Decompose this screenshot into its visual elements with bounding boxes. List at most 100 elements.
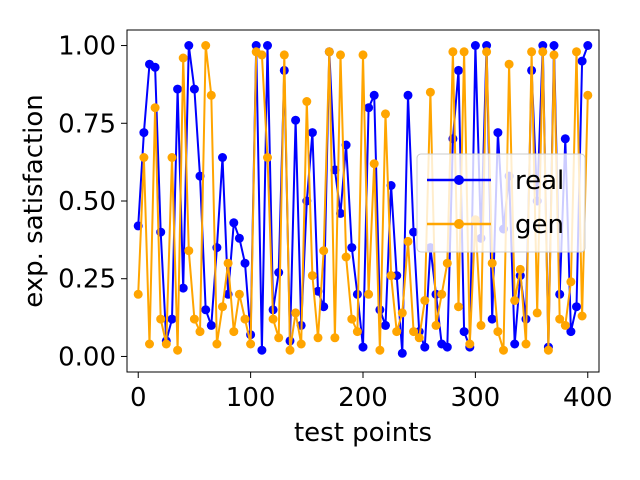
x-tick-label: 400 [563,383,613,413]
data-point-gen [330,333,340,343]
data-point-gen [218,302,227,312]
legend-marker-gen [454,219,464,229]
data-point-gen [195,327,205,337]
legend-label-gen: gen [515,210,564,240]
data-point-gen [454,302,463,312]
data-point-gen [145,339,154,349]
data-point-real [218,153,227,162]
data-point-gen [527,47,537,57]
data-point-gen [307,271,317,281]
data-point-real [538,41,548,50]
data-point-real [167,314,177,324]
data-point-gen [459,47,469,57]
data-point-gen [341,252,351,262]
data-point-gen [240,314,250,324]
data-point-gen [560,320,570,330]
data-point-real [420,342,430,352]
data-point-real [189,84,199,94]
data-point-gen [392,327,402,337]
data-point-gen [442,258,452,268]
data-point-real [470,41,480,50]
data-point-gen [285,345,295,355]
data-point-real [274,268,284,277]
data-point-real [482,41,492,50]
data-point-gen [319,246,329,256]
data-point-real [487,314,497,324]
data-point-real [319,302,329,312]
data-point-real [493,128,503,138]
data-point-real [257,345,267,355]
data-point-gen [409,327,419,337]
data-point-real [566,327,576,337]
data-point-gen [375,345,385,355]
data-point-gen [543,345,553,355]
data-point-gen [189,314,199,324]
data-point-gen [150,103,160,113]
data-point-gen [352,327,362,337]
data-point-gen [572,47,581,57]
data-point-real [178,283,188,293]
data-point-gen [549,50,559,60]
data-point-gen [336,50,345,60]
data-point-real [397,348,407,358]
data-point-gen [448,47,458,57]
data-point-gen [212,339,222,349]
data-point-real [307,128,317,138]
data-point-real [206,320,216,330]
data-point-gen [324,47,334,57]
data-point-gen [493,327,503,337]
data-point-gen [161,339,171,349]
data-point-gen [156,314,166,324]
data-point-gen [229,327,239,337]
data-point-real [549,41,559,50]
data-point-gen [184,246,194,256]
data-point-gen [133,289,143,299]
data-point-gen [263,153,272,162]
data-point-gen [437,289,447,299]
data-point-real [369,90,379,100]
data-point-gen [139,153,149,162]
data-point-gen [521,339,531,349]
data-point-real [381,320,390,330]
data-point-gen [257,50,267,60]
data-point-real [263,41,272,50]
data-point-gen [510,296,520,305]
data-point-real [577,56,587,66]
data-point-real [229,218,239,228]
data-point-real [201,305,211,315]
y-tick-label: 0.00 [58,342,116,372]
y-tick-label: 0.50 [58,187,116,217]
data-point-real [459,327,469,337]
data-point-gen [476,320,486,330]
legend-marker-real [454,175,464,185]
series-layer [133,41,593,358]
x-axis-label: test points [294,418,432,448]
data-point-real [403,90,413,100]
data-point-gen [358,50,368,60]
y-tick-label: 1.00 [58,32,116,62]
data-point-gen [201,41,211,50]
data-point-gen [381,109,390,119]
x-tick-label: 0 [130,383,147,413]
data-point-real [184,41,194,50]
x-axis-ticks: 0 100 200 300 400 [130,372,613,413]
data-point-gen [566,277,576,287]
data-point-gen [234,289,244,299]
x-tick-label: 200 [338,383,388,413]
data-point-gen [279,50,289,60]
data-point-gen [291,308,301,318]
data-point-gen [499,345,508,355]
data-point-gen [425,87,435,97]
data-point-gen [296,339,306,349]
y-tick-label: 0.75 [58,109,116,139]
x-tick-label: 300 [451,383,501,413]
data-point-gen [246,339,256,349]
y-axis-ticks: 0.00 0.25 0.50 0.75 1.00 [58,32,127,372]
data-point-real [150,62,160,72]
data-point-gen [173,345,183,355]
data-point-real [364,103,374,113]
data-point-gen [386,271,396,281]
data-point-gen [369,159,379,169]
data-point-gen [206,90,216,100]
